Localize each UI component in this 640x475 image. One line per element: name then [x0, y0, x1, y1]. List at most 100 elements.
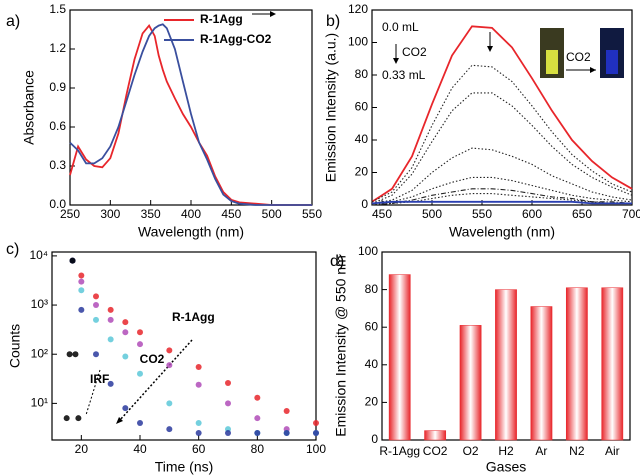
bar: [388, 274, 411, 441]
data-point: [137, 329, 143, 336]
y-axis-title: Emission Intensity @ 550 nm: [333, 255, 349, 437]
y-tick-label: 10¹: [31, 396, 48, 410]
panel-label: d): [330, 253, 344, 270]
data-point: [69, 257, 76, 264]
x-tick-label: 60: [192, 442, 206, 456]
x-tick-label: 550: [472, 207, 492, 221]
data-point: [254, 415, 261, 422]
data-point: [195, 429, 202, 436]
data-point: [283, 429, 290, 436]
x-tick-label: R-1Agg: [379, 444, 420, 458]
x-tick-label: 500: [262, 207, 282, 221]
arrow-a: [252, 11, 276, 17]
vial-glow: [606, 50, 618, 74]
series-line: [371, 92, 633, 204]
x-tick-label: 80: [251, 442, 265, 456]
data-point: [166, 426, 173, 433]
data-point: [72, 351, 79, 358]
data-point: [78, 278, 85, 285]
data-point: [166, 362, 173, 369]
data-point: [66, 351, 73, 358]
series-line: [371, 193, 632, 206]
y-tick-label: 10²: [31, 346, 48, 360]
x-tick-label: 100: [306, 442, 326, 456]
series-line: [371, 147, 633, 204]
x-tick-label: 550: [302, 207, 322, 221]
y-tick-label: 20: [355, 165, 369, 179]
y-tick-label: 0.6: [49, 119, 66, 133]
data-point: [137, 341, 143, 348]
data-point: [166, 347, 173, 354]
y-axis-title: Counts: [7, 324, 23, 368]
y-axis-title: Absorbance: [21, 70, 37, 145]
bar: [424, 430, 447, 441]
annotation: IRF: [90, 372, 109, 386]
data-point: [78, 306, 85, 313]
x-tick-label: 600: [522, 207, 542, 221]
data-point: [166, 400, 173, 407]
y-axis-title: Emission Intensity (a.u.): [323, 33, 339, 182]
plot-frame: [51, 251, 317, 441]
x-tick-label: 250: [60, 207, 80, 221]
y-tick-label: 1.2: [49, 41, 66, 55]
series-line: [371, 64, 633, 203]
arrow-head: [116, 417, 123, 424]
data-point: [195, 419, 202, 426]
data-point: [313, 429, 319, 436]
x-tick-label: 400: [181, 207, 201, 221]
y-tick-label: 20: [365, 395, 379, 409]
data-point: [283, 408, 290, 415]
x-axis-title: Wavelength (nm): [449, 224, 555, 240]
x-axis-title: Time (ns): [155, 459, 214, 475]
x-tick-label: 20: [75, 442, 89, 456]
panel: a) 0.0 0.3 0.6 0.9 1.2 1.5 250 300 350 400 450 500 55…: [6, 2, 322, 240]
series-line: [371, 25, 633, 203]
data-point: [78, 287, 85, 294]
bar: [495, 289, 517, 441]
data-point: [93, 316, 99, 323]
x-tick-label: 700: [622, 207, 640, 221]
annotation: 0.0 mL: [382, 20, 419, 34]
y-tick-label: 10³: [31, 297, 48, 311]
data-point: [122, 405, 129, 412]
annotation: CO2: [140, 352, 165, 366]
data-point: [78, 272, 85, 279]
bar: [530, 306, 553, 441]
plot-frame: [371, 9, 633, 206]
x-tick-label: Ar: [535, 444, 547, 458]
y-tick-label: 0.9: [49, 80, 66, 94]
y-tick-label: 120: [348, 2, 368, 16]
y-tick-label: 0.3: [49, 158, 66, 172]
x-tick-label: 350: [141, 207, 161, 221]
vial-glow: [546, 50, 558, 74]
x-axis-title: Wavelength (nm): [138, 224, 244, 240]
y-tick-label: 0.0: [49, 197, 66, 211]
arrow-head: [393, 58, 399, 64]
panel: d) 0 20 40 60 80 100 Gases Emission Intensity @ …: [330, 244, 631, 475]
x-tick-label: 300: [100, 207, 120, 221]
y-tick-label: 0: [361, 197, 368, 211]
data-point: [93, 302, 99, 309]
x-tick-label: N2: [569, 444, 585, 458]
series-line: [371, 188, 633, 206]
series-line: [69, 23, 312, 206]
panel-label: b): [326, 13, 340, 30]
series-line: [371, 176, 633, 206]
x-tick-label: H2: [498, 444, 514, 458]
data-point: [195, 381, 202, 388]
data-point: [107, 306, 114, 313]
data-point: [225, 429, 231, 436]
arrow: [119, 339, 193, 421]
data-point: [313, 419, 319, 426]
data-point: [137, 370, 143, 377]
y-tick-label: 40: [355, 132, 369, 146]
data-point: [195, 363, 202, 370]
data-point: [93, 293, 99, 300]
y-tick-label: 40: [365, 357, 379, 371]
x-tick-label: 450: [372, 207, 392, 221]
data-point: [122, 329, 129, 336]
data-point: [122, 319, 129, 326]
x-tick-label: 40: [133, 442, 147, 456]
x-tick-label: Air: [605, 444, 620, 458]
x-tick-label: 650: [572, 207, 592, 221]
